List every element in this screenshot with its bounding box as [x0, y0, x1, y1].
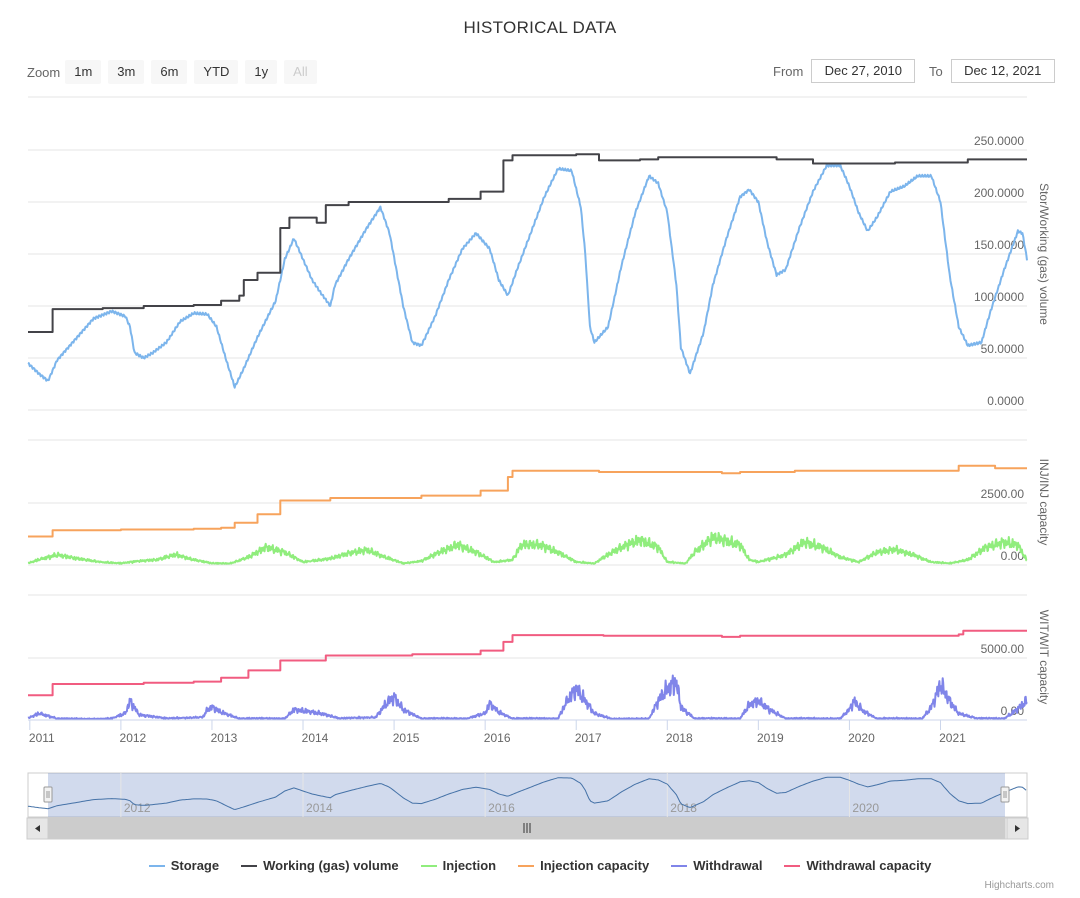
- series-line-storage: [27, 163, 1028, 389]
- x-tick-label: 2018: [666, 731, 693, 745]
- legend-swatch-working-volume: [241, 864, 258, 867]
- x-tick-label: 2020: [848, 731, 875, 745]
- legend-label-withdrawal: Withdrawal: [693, 858, 763, 873]
- legend-item-injection[interactable]: Injection: [420, 858, 497, 873]
- y-tick-label: 0.0000: [987, 394, 1024, 408]
- navigator-tick-label: 2020: [852, 801, 879, 815]
- series-line-injection: [27, 531, 1028, 565]
- zoom-selector: Zoom 1m 3m 6m YTD 1y All: [27, 60, 324, 84]
- legend: Storage Working (gas) volume Injection I…: [0, 858, 1080, 873]
- range-from-input[interactable]: Dec 27, 2010: [811, 59, 916, 83]
- x-tick-label: 2014: [302, 731, 329, 745]
- zoom-6m-button[interactable]: 6m: [151, 60, 188, 84]
- zoom-ytd-button[interactable]: YTD: [194, 60, 239, 84]
- navigator-left-handle[interactable]: [43, 786, 53, 803]
- y-axis-title: WIT/WIT capacity: [1037, 610, 1051, 704]
- chevron-left-icon: [35, 825, 40, 832]
- range-from: From Dec 27, 2010: [773, 59, 916, 83]
- y-tick-label: 5000.00: [981, 642, 1025, 656]
- legend-item-working-volume[interactable]: Working (gas) volume: [241, 858, 399, 873]
- legend-item-injection-capacity[interactable]: Injection capacity: [518, 858, 649, 873]
- legend-label-injection-capacity: Injection capacity: [540, 858, 650, 873]
- chevron-right-icon: [1015, 825, 1020, 832]
- y-axis-title: INJ/INJ capacity: [1037, 459, 1051, 546]
- x-tick-label: 2017: [575, 731, 602, 745]
- x-tick-label: 2016: [484, 731, 511, 745]
- series-line-withdrawal: [27, 674, 1028, 721]
- chart-title: HISTORICAL DATA: [463, 18, 617, 37]
- series-line-withdrawal-capacity: [28, 629, 1027, 697]
- series-line-injection-capacity: [28, 464, 1027, 538]
- x-tick-label: 2013: [211, 731, 238, 745]
- legend-label-storage: Storage: [170, 858, 220, 873]
- x-tick-label: 2021: [939, 731, 966, 745]
- credits-link[interactable]: Highcharts.com: [984, 880, 1054, 891]
- y-tick-label: 100.0000: [974, 290, 1024, 304]
- legend-swatch-injection-capacity: [518, 864, 535, 867]
- range-from-label: From: [773, 63, 804, 79]
- y-tick-label: 150.0000: [974, 238, 1024, 252]
- legend-label-working-volume: Working (gas) volume: [263, 858, 399, 873]
- legend-item-withdrawal[interactable]: Withdrawal: [671, 858, 762, 873]
- navigator-frame: [27, 772, 1028, 818]
- navigator-series: [27, 776, 1027, 810]
- x-tick-label: 2011: [29, 731, 55, 745]
- y-tick-label: 2500.00: [981, 487, 1025, 501]
- navigator-right-handle[interactable]: [1000, 786, 1010, 803]
- series-line-working-gas-volume: [28, 153, 1027, 333]
- zoom-all-button: All: [284, 60, 317, 84]
- navigator-tick-label: 2016: [488, 801, 515, 815]
- y-axis-title: Stor/Working (gas) volume: [1037, 183, 1051, 325]
- y-tick-label: 0.00: [1001, 549, 1025, 563]
- legend-label-injection: Injection: [442, 858, 497, 873]
- x-tick-label: 2012: [120, 731, 147, 745]
- range-to-label: To: [929, 63, 943, 79]
- navigator-tick-label: 2018: [670, 801, 697, 815]
- navigator-tick-label: 2014: [306, 801, 333, 815]
- zoom-3m-button[interactable]: 3m: [108, 60, 145, 84]
- zoom-1m-button[interactable]: 1m: [65, 60, 102, 84]
- legend-swatch-withdrawal: [671, 864, 688, 867]
- y-tick-label: 250.0000: [974, 134, 1024, 148]
- legend-swatch-injection: [420, 864, 437, 867]
- zoom-1y-button[interactable]: 1y: [245, 60, 278, 84]
- x-tick-label: 2019: [757, 731, 784, 745]
- zoom-label: Zoom: [27, 64, 61, 80]
- legend-item-withdrawal-capacity[interactable]: Withdrawal capacity: [784, 858, 931, 873]
- range-to: To Dec 12, 2021: [929, 59, 1055, 83]
- legend-label-withdrawal-capacity: Withdrawal capacity: [806, 858, 932, 873]
- y-tick-label: 50.0000: [981, 342, 1025, 356]
- y-tick-label: 200.0000: [974, 186, 1024, 200]
- range-to-input[interactable]: Dec 12, 2021: [950, 59, 1055, 83]
- legend-swatch-storage: [148, 864, 165, 867]
- legend-swatch-withdrawal-capacity: [784, 864, 801, 867]
- x-tick-label: 2015: [393, 731, 420, 745]
- navigator-selection: [48, 773, 1005, 817]
- legend-item-storage[interactable]: Storage: [148, 858, 220, 873]
- navigator-tick-label: 2012: [124, 801, 151, 815]
